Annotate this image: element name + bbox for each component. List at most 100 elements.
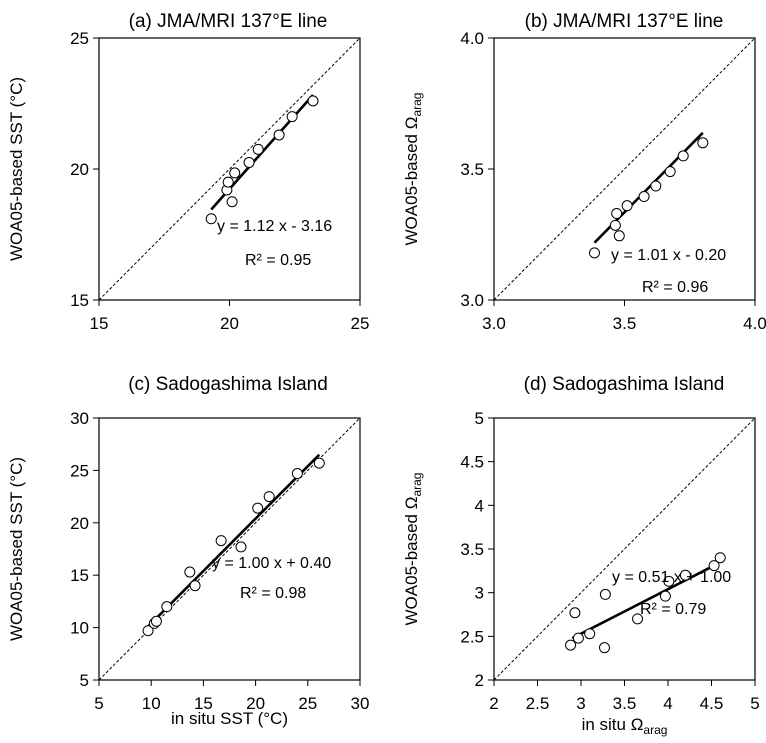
data-point bbox=[565, 639, 577, 651]
regression-line bbox=[571, 563, 717, 640]
one-to-one-line bbox=[493, 417, 756, 681]
data-point bbox=[313, 457, 325, 469]
data-point bbox=[664, 166, 676, 178]
data-point bbox=[650, 180, 662, 192]
data-point bbox=[679, 569, 691, 581]
y-axis-label: WOA05-based SST (°C) bbox=[7, 457, 26, 641]
data-point bbox=[697, 137, 709, 149]
data-point bbox=[307, 95, 319, 107]
data-point bbox=[714, 552, 726, 564]
data-point bbox=[205, 213, 217, 225]
x-tick-label: 25 bbox=[351, 314, 370, 333]
data-point bbox=[638, 191, 650, 203]
y-tick-label: 2.5 bbox=[460, 627, 484, 646]
regression-line bbox=[147, 453, 321, 628]
x-tick-label: 5 bbox=[94, 694, 103, 713]
x-tick-label: 20 bbox=[246, 694, 265, 713]
x-tick-label: 3.0 bbox=[482, 314, 506, 333]
data-point bbox=[584, 628, 596, 640]
chart-title: (d) Sadogashima Island bbox=[524, 374, 725, 395]
data-point bbox=[215, 535, 227, 547]
y-tick-label: 3.5 bbox=[460, 540, 484, 559]
data-point bbox=[263, 491, 275, 503]
data-point bbox=[588, 247, 600, 259]
x-tick-label: 2.5 bbox=[526, 694, 550, 713]
x-tick-label: 4 bbox=[663, 694, 672, 713]
y-tick-label: 25 bbox=[70, 29, 89, 48]
x-tick-label: 4.0 bbox=[743, 314, 766, 333]
data-point bbox=[150, 615, 162, 627]
data-point bbox=[235, 541, 247, 553]
data-point bbox=[621, 200, 633, 212]
x-tick-label: 10 bbox=[142, 694, 161, 713]
panel-b: 3.0 3.5 4.0 3.0 3.5 4.0 (b) JMA/MRI 137°E line… bbox=[402, 11, 766, 333]
y-tick-label: 20 bbox=[70, 160, 89, 179]
y-tick-label: 3 bbox=[475, 584, 484, 603]
data-point bbox=[226, 196, 238, 208]
one-to-one-line bbox=[98, 417, 361, 681]
data-point bbox=[609, 219, 621, 231]
data-point bbox=[273, 129, 285, 141]
one-to-one-line bbox=[493, 37, 756, 301]
data-point bbox=[569, 607, 581, 619]
x-tick-label: 20 bbox=[220, 314, 239, 333]
x-tick-label: 25 bbox=[298, 694, 317, 713]
data-point bbox=[161, 601, 173, 613]
y-tick-label: 3.0 bbox=[460, 291, 484, 310]
regression-equation: y = 1.01 x - 0.20 bbox=[611, 247, 726, 264]
y-tick-label: 25 bbox=[70, 461, 89, 480]
x-tick-label: 15 bbox=[194, 694, 213, 713]
x-tick-label: 4.5 bbox=[700, 694, 724, 713]
data-point bbox=[252, 502, 264, 514]
y-tick-label: 3.5 bbox=[460, 160, 484, 179]
data-point bbox=[189, 580, 201, 592]
y-tick-label: 5 bbox=[80, 671, 89, 690]
data-point bbox=[599, 588, 611, 600]
r-squared: R² = 0.79 bbox=[640, 601, 706, 618]
data-point bbox=[663, 575, 675, 587]
x-axis-label: in situ SST (°C) bbox=[171, 709, 288, 728]
chart-title: (c) Sadogashima Island bbox=[128, 374, 328, 395]
y-tick-label: 4.5 bbox=[460, 453, 484, 472]
data-point bbox=[611, 208, 623, 220]
data-point bbox=[572, 632, 584, 644]
y-tick-label: 15 bbox=[70, 566, 89, 585]
data-point bbox=[677, 150, 689, 162]
y-tick-label: 4.0 bbox=[460, 29, 484, 48]
data-point bbox=[229, 167, 241, 179]
x-tick-label: 15 bbox=[90, 314, 109, 333]
r-squared: R² = 0.95 bbox=[245, 252, 311, 269]
r-squared: R² = 0.96 bbox=[642, 279, 708, 296]
panel-d: 2 2.5 3 3.5 4 4.5 5 2 2.5 3 3.5 4 4.5 5 (d) Sadogashim… bbox=[402, 374, 760, 737]
x-tick-label: 30 bbox=[351, 694, 370, 713]
y-tick-label: 15 bbox=[70, 291, 89, 310]
data-point bbox=[291, 468, 303, 480]
data-point bbox=[252, 143, 264, 155]
data-point bbox=[222, 176, 234, 188]
x-tick-label: 3.5 bbox=[613, 314, 637, 333]
data-point bbox=[632, 613, 644, 625]
y-tick-label: 2 bbox=[475, 671, 484, 690]
data-point bbox=[286, 111, 298, 123]
x-tick-label: 2 bbox=[489, 694, 498, 713]
regression-equation: y = 0.51 x + 1.00 bbox=[612, 569, 731, 586]
chart-title: (a) JMA/MRI 137°E line bbox=[129, 11, 328, 32]
data-point bbox=[659, 590, 671, 602]
x-axis-label: in situ Ωarag bbox=[582, 715, 668, 737]
data-point bbox=[708, 560, 720, 572]
data-point bbox=[243, 156, 255, 168]
regression-equation: y = 1.00 x + 0.40 bbox=[212, 555, 331, 572]
data-point bbox=[613, 230, 625, 242]
plot-frame bbox=[98, 417, 361, 681]
chart-title: (b) JMA/MRI 137°E line bbox=[525, 11, 724, 32]
y-tick-label: 4 bbox=[475, 496, 484, 515]
one-to-one-line bbox=[98, 37, 361, 301]
y-tick-label: 5 bbox=[475, 409, 484, 428]
y-axis-label: WOA05-based Ωarag bbox=[402, 93, 424, 246]
y-axis-label: WOA05-based Ωarag bbox=[402, 473, 424, 626]
y-axis-label: WOA05-based SST (°C) bbox=[7, 77, 26, 261]
data-point bbox=[142, 625, 154, 637]
x-tick-label: 5 bbox=[750, 694, 759, 713]
panel-c: 5 10 15 20 25 30 5 10 15 20 25 30 (c) Sadogashima Is… bbox=[7, 374, 369, 728]
